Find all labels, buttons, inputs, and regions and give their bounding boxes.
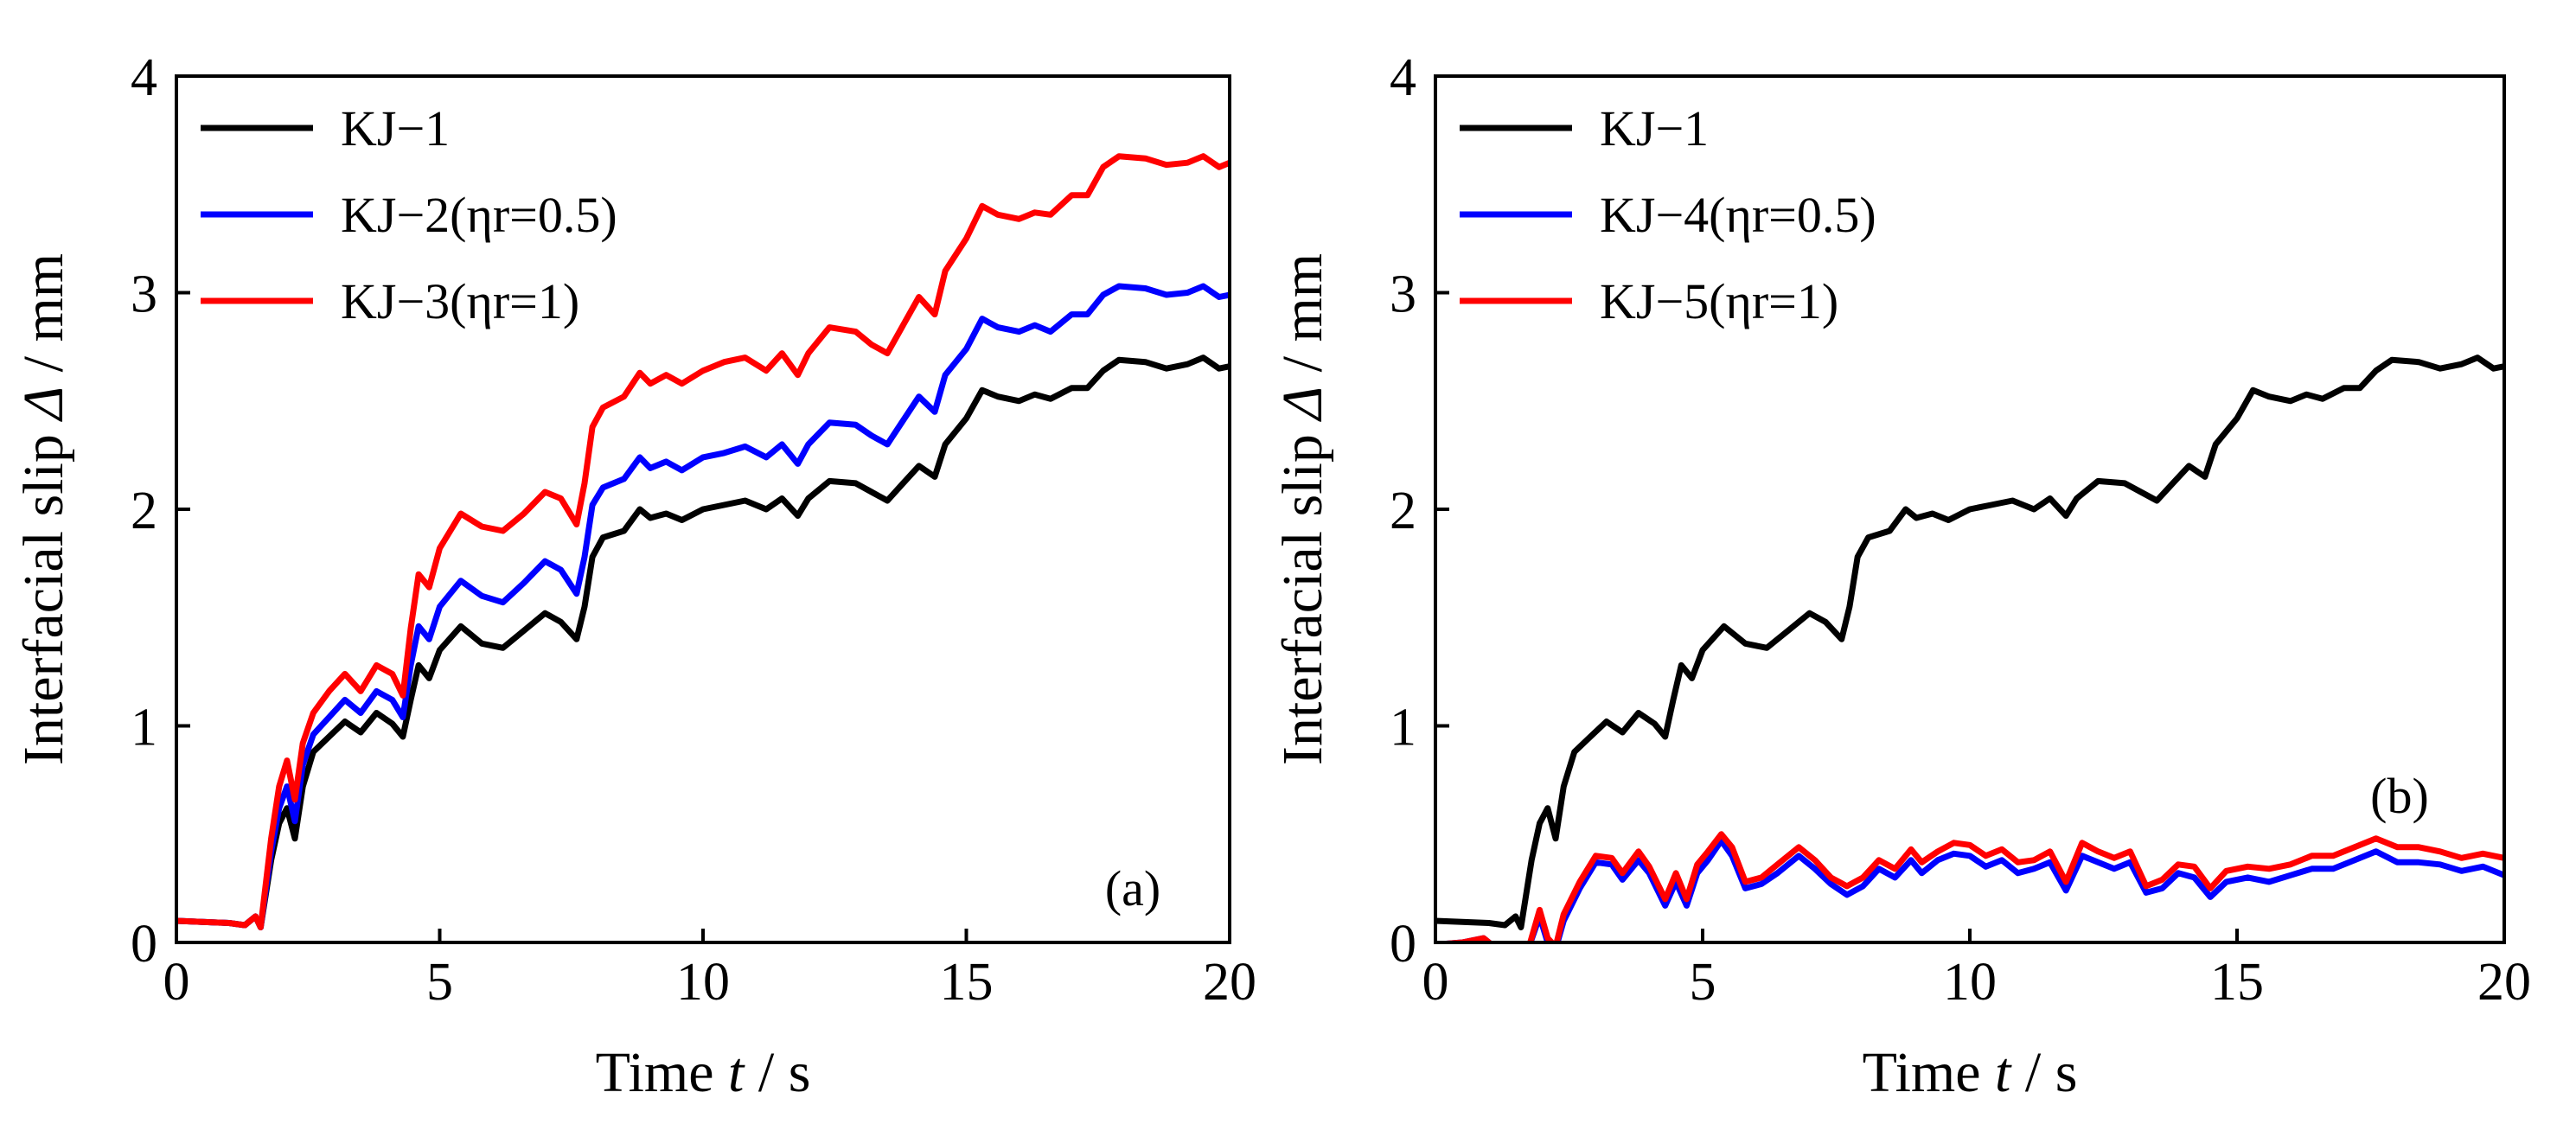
x-axis-title-symbol: t bbox=[728, 1041, 745, 1104]
y-axis-title-text: Interfacial slip bbox=[1271, 420, 1334, 765]
x-tick-label: 15 bbox=[940, 953, 994, 1012]
x-tick-label: 20 bbox=[1203, 953, 1256, 1012]
chart-panel-2: 0 5 10 15 20 0 1 2 3 4 Time t / s Interfacial slip … bbox=[1271, 48, 2531, 1104]
panel-label: (b) bbox=[2370, 768, 2429, 824]
x-tick-label: 20 bbox=[2477, 953, 2531, 1012]
series-line-1-3 bbox=[176, 153, 1230, 930]
legend: KJ−1 KJ−2(ηr=0.5) KJ−3(ηr=1) bbox=[201, 100, 617, 329]
y-tick-label: 3 bbox=[131, 265, 157, 324]
legend-label: KJ−4(ηr=0.5) bbox=[1600, 187, 1876, 243]
y-tick-label: 4 bbox=[1390, 48, 1416, 107]
series-line-2-3 bbox=[1435, 831, 2504, 942]
x-tick-label: 10 bbox=[1943, 953, 1997, 1012]
y-tick-label: 0 bbox=[131, 915, 157, 974]
y-tick-label: 2 bbox=[131, 482, 157, 540]
y-tick-label: 4 bbox=[131, 48, 157, 107]
series-line-1-1 bbox=[176, 355, 1230, 930]
legend-label: KJ−3(ηr=1) bbox=[341, 273, 579, 329]
x-axis-title-text: Time bbox=[1863, 1041, 1995, 1104]
x-axis-title-text: Time bbox=[596, 1041, 728, 1104]
series-line-1-2 bbox=[176, 283, 1230, 930]
y-tick-label: 0 bbox=[1390, 915, 1416, 974]
x-axis-title: Time t / s bbox=[596, 1041, 811, 1104]
chart-panel-1: 0 5 10 15 20 0 1 2 3 4 Time t / s Interfacial slip … bbox=[12, 48, 1256, 1104]
y-tick-label: 3 bbox=[1390, 265, 1416, 324]
x-tick-label: 5 bbox=[1690, 953, 1716, 1012]
y-axis-title-symbol: Δ bbox=[1271, 386, 1334, 423]
x-tick-label: 15 bbox=[2210, 953, 2264, 1012]
x-tick-label: 5 bbox=[426, 953, 453, 1012]
y-tick-label: 1 bbox=[1390, 699, 1416, 757]
y-axis-title-unit: / mm bbox=[12, 253, 75, 386]
legend-label: KJ−2(ηr=0.5) bbox=[341, 187, 617, 243]
panel-label: (a) bbox=[1105, 860, 1160, 917]
legend-label: KJ−5(ηr=1) bbox=[1600, 273, 1838, 329]
legend: KJ−1 KJ−4(ηr=0.5) KJ−5(ηr=1) bbox=[1460, 100, 1876, 329]
x-tick-label: 0 bbox=[163, 953, 190, 1012]
legend-label: KJ−1 bbox=[341, 100, 450, 156]
x-axis-title-symbol: t bbox=[1995, 1041, 2012, 1104]
y-axis-title: Interfacial slip Δ / mm bbox=[1271, 253, 1334, 765]
x-tick-label: 10 bbox=[676, 953, 730, 1012]
y-axis-title-symbol: Δ bbox=[12, 386, 75, 423]
y-tick-label: 2 bbox=[1390, 482, 1416, 540]
y-axis-title-unit: / mm bbox=[1271, 253, 1334, 386]
x-axis-title: Time t / s bbox=[1863, 1041, 2078, 1104]
y-tick-label: 1 bbox=[131, 699, 157, 757]
y-axis-title-text: Interfacial slip bbox=[12, 420, 75, 765]
x-tick-label: 0 bbox=[1422, 953, 1449, 1012]
series-line-2-1 bbox=[1435, 355, 2504, 930]
legend-label: KJ−1 bbox=[1600, 100, 1709, 156]
x-axis-title-unit: / s bbox=[744, 1041, 810, 1104]
x-axis-title-unit: / s bbox=[2010, 1041, 2077, 1104]
y-axis-title: Interfacial slip Δ / mm bbox=[12, 253, 75, 765]
series-line-2-2 bbox=[1435, 837, 2504, 942]
